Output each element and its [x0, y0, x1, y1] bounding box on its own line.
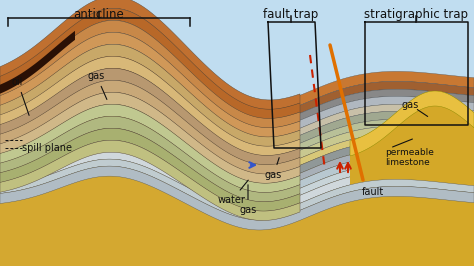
Polygon shape — [0, 51, 474, 115]
Polygon shape — [0, 128, 300, 211]
Text: gas: gas — [239, 185, 256, 215]
Text: anticline: anticline — [73, 8, 124, 21]
Polygon shape — [0, 159, 474, 220]
Polygon shape — [0, 76, 474, 138]
Text: stratigraphic trap: stratigraphic trap — [364, 8, 468, 21]
Polygon shape — [0, 140, 300, 221]
Polygon shape — [0, 144, 474, 205]
Polygon shape — [0, 0, 300, 110]
Polygon shape — [0, 111, 474, 266]
Text: permeable
limestone: permeable limestone — [385, 148, 434, 167]
Polygon shape — [0, 116, 300, 202]
Text: spill plane: spill plane — [22, 143, 72, 153]
Polygon shape — [0, 31, 75, 94]
Polygon shape — [0, 92, 300, 184]
Polygon shape — [350, 91, 474, 156]
Polygon shape — [0, 166, 474, 230]
Text: water: water — [218, 180, 248, 205]
Polygon shape — [0, 8, 300, 119]
Polygon shape — [0, 56, 300, 156]
Text: gas: gas — [265, 158, 282, 180]
Text: fault trap: fault trap — [264, 8, 319, 21]
Polygon shape — [0, 20, 300, 128]
Polygon shape — [0, 151, 474, 213]
Polygon shape — [0, 129, 474, 190]
Polygon shape — [0, 61, 474, 123]
Polygon shape — [0, 91, 474, 153]
Text: gas: gas — [402, 100, 419, 110]
Polygon shape — [0, 136, 474, 198]
Text: gas: gas — [88, 71, 107, 99]
Polygon shape — [0, 68, 300, 165]
Text: fault: fault — [362, 187, 384, 197]
Text: oil: oil — [12, 77, 29, 115]
Polygon shape — [350, 91, 474, 266]
Polygon shape — [0, 44, 300, 147]
Polygon shape — [0, 99, 474, 160]
Polygon shape — [0, 104, 300, 193]
Polygon shape — [0, 32, 300, 137]
Polygon shape — [0, 84, 474, 145]
Polygon shape — [0, 121, 474, 183]
Polygon shape — [0, 114, 474, 175]
Polygon shape — [0, 106, 474, 168]
Polygon shape — [0, 69, 474, 130]
Polygon shape — [0, 80, 300, 174]
